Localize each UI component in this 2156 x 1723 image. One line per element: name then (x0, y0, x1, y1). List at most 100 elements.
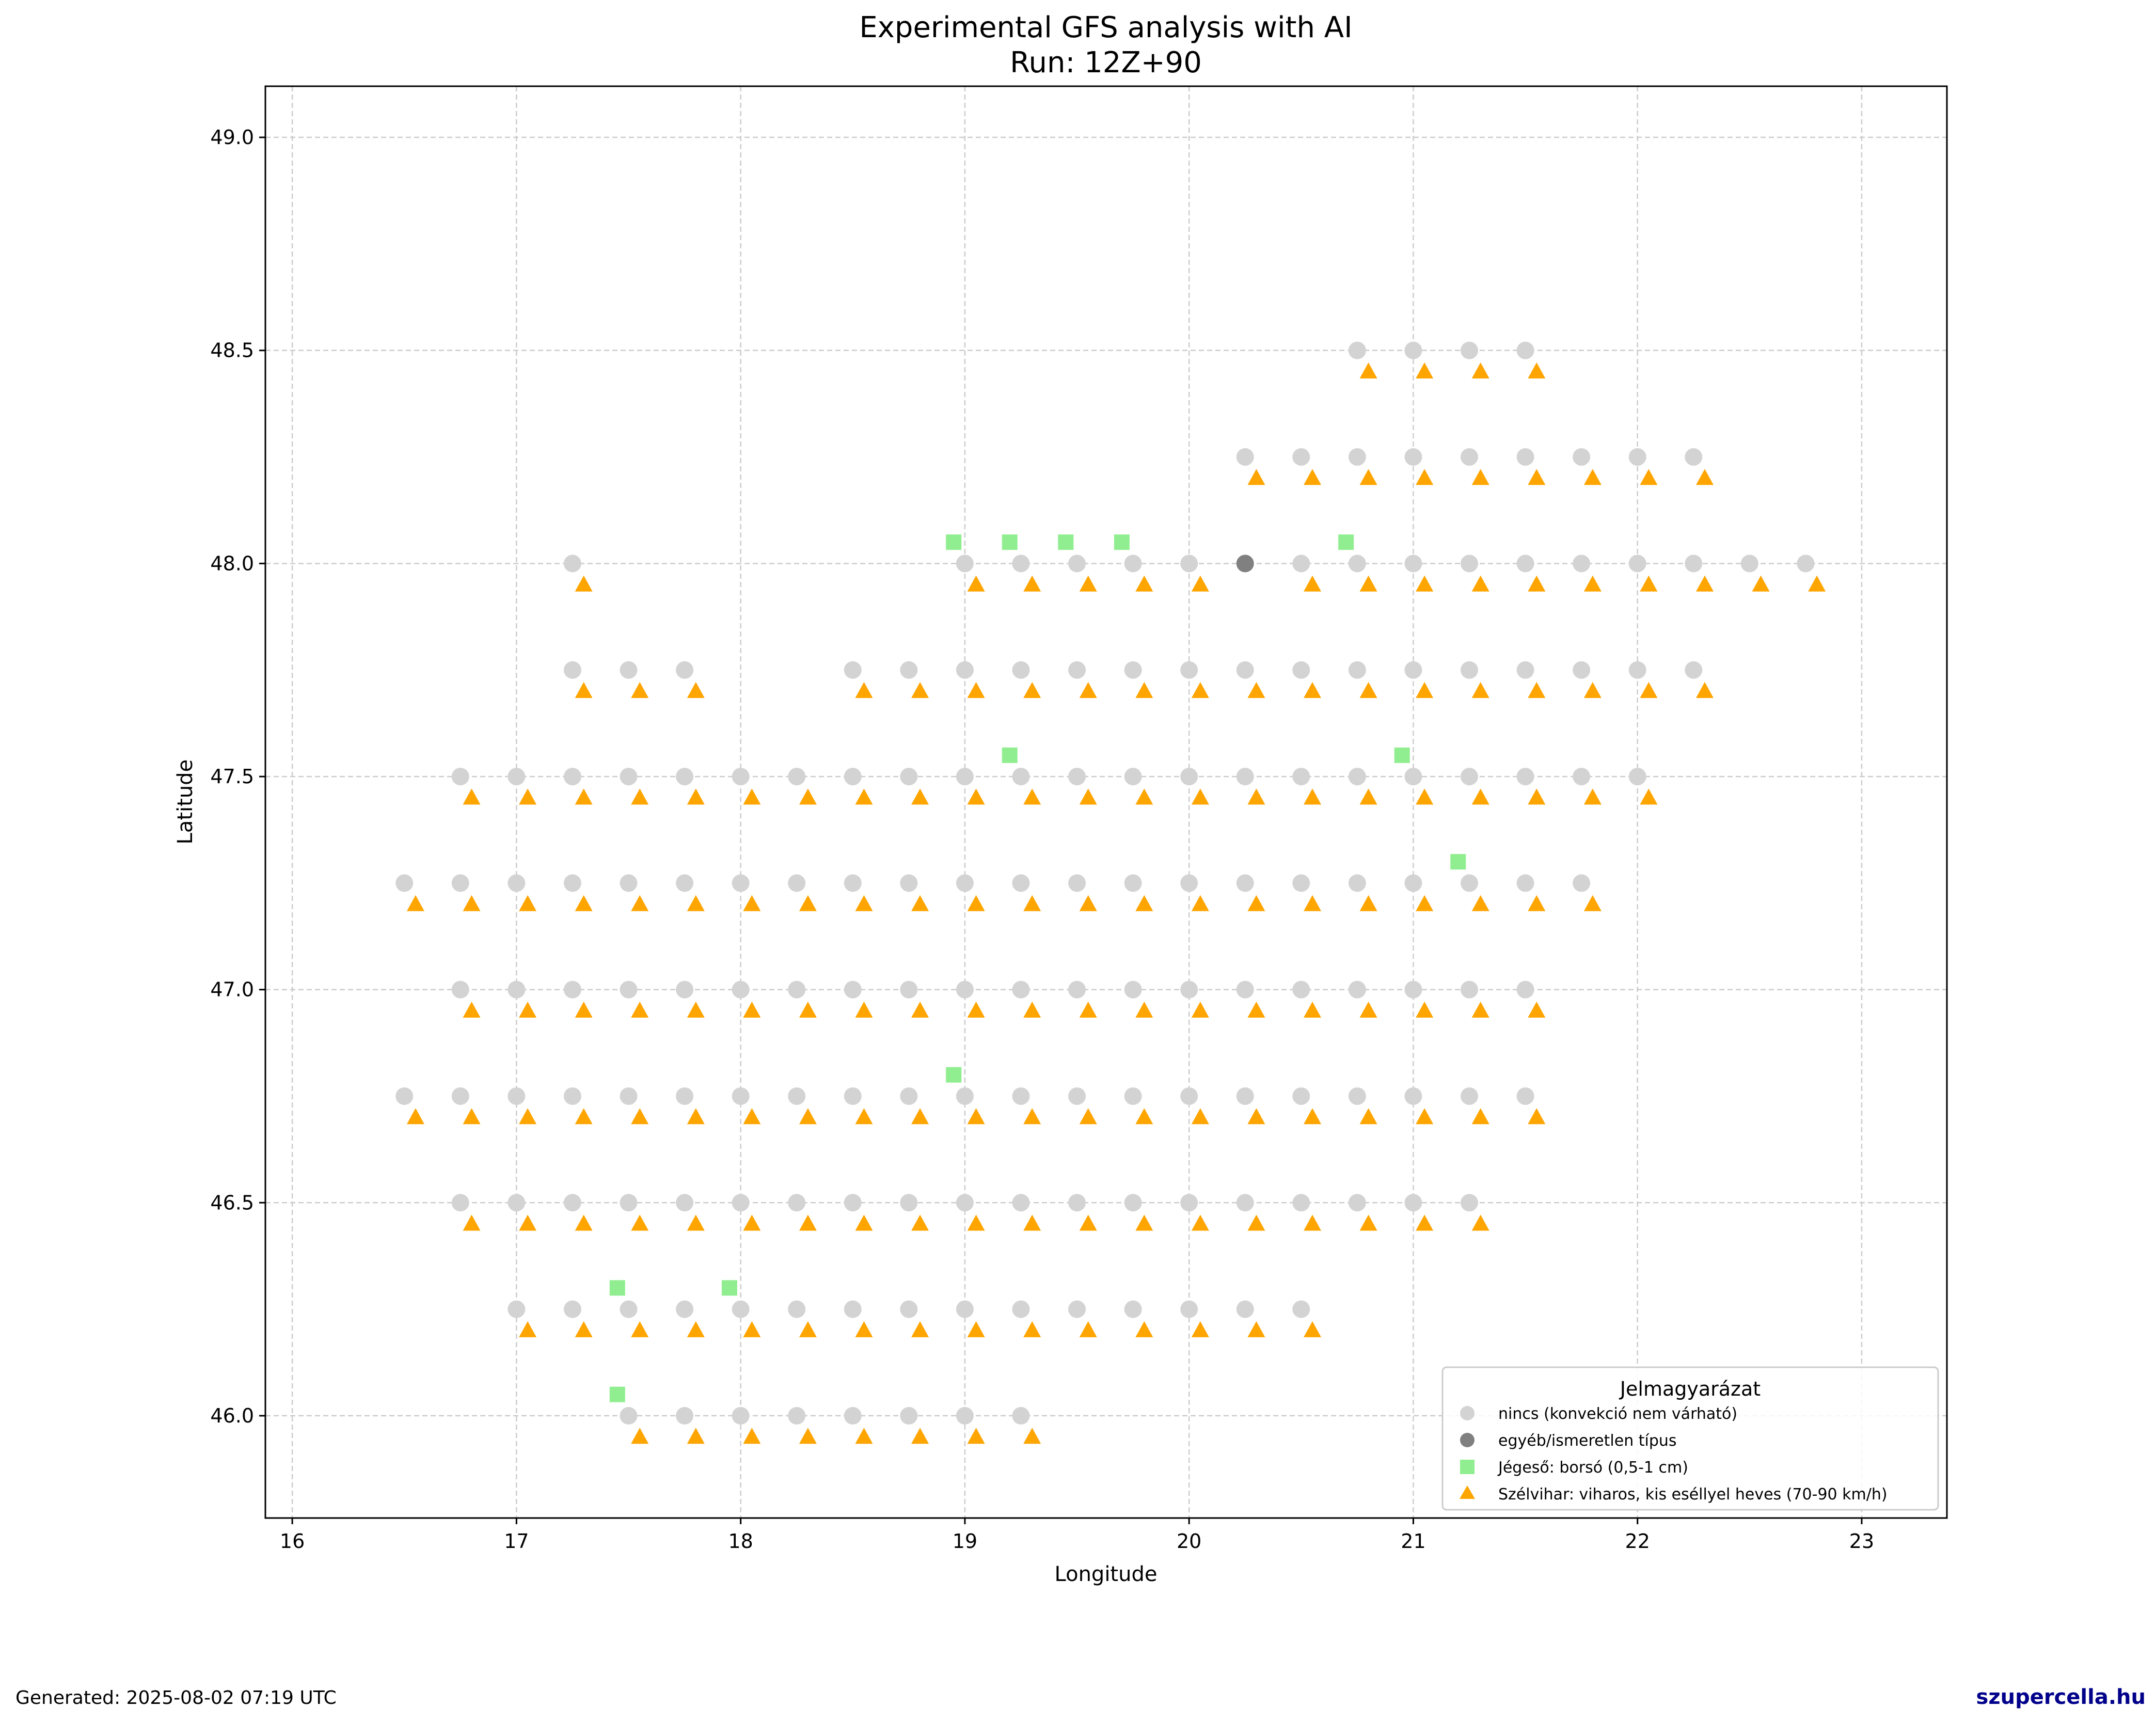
nincs-point (956, 555, 974, 573)
szel-point (575, 1214, 593, 1231)
legend-szel-label: Szélvihar: viharos, kis eséllyel heves (… (1498, 1485, 1888, 1504)
szel-point (1079, 1321, 1097, 1337)
nincs-point (676, 1300, 694, 1318)
nincs-point (1461, 1087, 1479, 1105)
nincs-point (844, 981, 862, 999)
nincs-point (732, 1300, 750, 1318)
szel-point (463, 895, 481, 911)
x-tick-label: 16 (280, 1530, 305, 1553)
nincs-point (563, 981, 581, 999)
nincs-point (1516, 767, 1534, 785)
legend-box (1441, 1366, 1939, 1511)
szel-point (1191, 1214, 1209, 1231)
szel-point (1304, 788, 1322, 805)
szel-point (1079, 682, 1097, 698)
nincs-point (900, 1300, 918, 1318)
legend-nincs-label: nincs (konvekció nem várható) (1498, 1405, 1737, 1423)
jeges-point (721, 1280, 737, 1296)
szel-point (1471, 1108, 1489, 1125)
jeges-point (1002, 534, 1018, 550)
nincs-point (732, 1194, 750, 1212)
axis-ticks: 16 17 18 19 20 21 22 23 46.0 46.5 47.0 47.5 48.0 48.5… (210, 126, 1874, 1553)
szel-point (1023, 1428, 1041, 1444)
nincs-point (732, 767, 750, 785)
szel-point (911, 1214, 929, 1231)
szel-point (575, 575, 593, 592)
generated-timestamp: Generated: 2025-08-02 07:19 UTC (15, 1687, 337, 1709)
szel-point (575, 788, 593, 805)
nincs-point (732, 874, 750, 892)
szel-point (799, 895, 817, 911)
nincs-point (1236, 981, 1254, 999)
szel-point (1416, 1001, 1434, 1018)
nincs-point (1124, 981, 1142, 999)
szel-point (687, 682, 705, 698)
nincs-point (1236, 448, 1254, 466)
nincs-point (451, 1087, 469, 1105)
nincs-point (1404, 767, 1422, 785)
szel-point (743, 895, 761, 911)
nincs-point (1124, 1300, 1142, 1318)
szel-point (463, 1108, 481, 1125)
legend-jeges-label: Jégeső: borsó (0,5-1 cm) (1497, 1459, 1688, 1477)
szel-point (575, 895, 593, 911)
nincs-point (1404, 981, 1422, 999)
szel-point (743, 1321, 761, 1337)
nincs-point (844, 1194, 862, 1212)
szel-point (1359, 788, 1377, 805)
nincs-point (1404, 448, 1422, 466)
nincs-point (1292, 1300, 1310, 1318)
szel-point (1023, 788, 1041, 805)
nincs-point (956, 1194, 974, 1212)
szel-point (1247, 1321, 1265, 1337)
brand-link[interactable]: szupercella.hu (1976, 1685, 2146, 1709)
nincs-point (788, 1300, 806, 1318)
szel-point (1471, 362, 1489, 378)
plot-frame (264, 85, 1948, 1519)
szel-point (967, 1001, 985, 1018)
szel-point (519, 1108, 537, 1125)
jeges-point (1002, 747, 1018, 763)
nincs-point (1461, 1194, 1479, 1212)
nincs-point (1012, 1194, 1030, 1212)
nincs-point (1573, 874, 1591, 892)
szel-point (687, 1108, 705, 1125)
szel-point (1528, 1108, 1546, 1125)
szel-point (1191, 788, 1209, 805)
szel-point (1583, 682, 1602, 698)
nincs-point (563, 555, 581, 573)
y-tick-label: 48.0 (210, 552, 254, 575)
szel-point (1023, 575, 1041, 592)
szel-point (967, 682, 985, 698)
nincs-point (1573, 767, 1591, 785)
szel-point (519, 1214, 537, 1231)
legend-jeges-marker (1460, 1460, 1475, 1474)
nincs-point (1012, 1087, 1030, 1105)
nincs-point (508, 1300, 526, 1318)
nincs-point (1180, 555, 1198, 573)
szel-point (1023, 1321, 1041, 1337)
szel-point (406, 1108, 424, 1125)
nincs-point (508, 981, 526, 999)
nincs-point (1404, 1194, 1422, 1212)
nincs-point (1012, 1406, 1030, 1425)
nincs-point (1236, 1194, 1254, 1212)
szel-point (1079, 1001, 1097, 1018)
y-tick-label: 48.5 (210, 339, 254, 362)
szel-point (631, 682, 649, 698)
nincs-point (1516, 874, 1534, 892)
szel-point (1471, 788, 1489, 805)
nincs-point (1685, 448, 1703, 466)
nincs-point (844, 1300, 862, 1318)
nincs-point (1348, 1087, 1366, 1105)
nincs-point (620, 1087, 638, 1105)
nincs-point (1124, 1087, 1142, 1105)
szel-point (1416, 788, 1434, 805)
szel-point (1416, 362, 1434, 378)
y-tick-label: 47.5 (210, 765, 254, 788)
nincs-point (956, 1300, 974, 1318)
szel-point (911, 682, 929, 698)
nincs-point (956, 767, 974, 785)
nincs-point (1461, 555, 1479, 573)
szel-point (911, 1321, 929, 1337)
